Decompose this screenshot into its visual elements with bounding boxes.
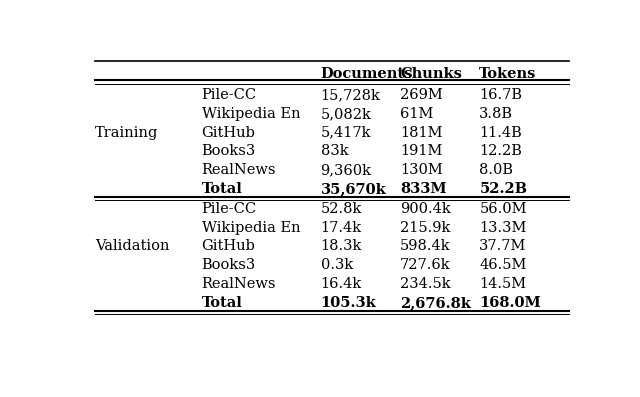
Text: 598.4k: 598.4k: [400, 239, 451, 254]
Text: GitHub: GitHub: [202, 125, 255, 140]
Text: Books3: Books3: [202, 145, 256, 158]
Text: 5,417k: 5,417k: [321, 125, 371, 140]
Text: 234.5k: 234.5k: [400, 277, 451, 291]
Text: Tokens: Tokens: [479, 67, 537, 81]
Text: Wikipedia En: Wikipedia En: [202, 107, 300, 121]
Text: 14.5M: 14.5M: [479, 277, 527, 291]
Text: Validation: Validation: [95, 239, 170, 254]
Text: Total: Total: [202, 296, 243, 310]
Text: 52.8k: 52.8k: [321, 202, 362, 216]
Text: 130M: 130M: [400, 163, 443, 177]
Text: Chunks: Chunks: [400, 67, 462, 81]
Text: 13.3M: 13.3M: [479, 221, 527, 235]
Text: 15,728k: 15,728k: [321, 88, 380, 102]
Text: 11.4B: 11.4B: [479, 125, 522, 140]
Text: 168.0M: 168.0M: [479, 296, 541, 310]
Text: 181M: 181M: [400, 125, 442, 140]
Text: RealNews: RealNews: [202, 163, 276, 177]
Text: 269M: 269M: [400, 88, 443, 102]
Text: 3.8B: 3.8B: [479, 107, 513, 121]
Text: 16.4k: 16.4k: [321, 277, 362, 291]
Text: 833M: 833M: [400, 182, 447, 196]
Text: GitHub: GitHub: [202, 239, 255, 254]
Text: 37.7M: 37.7M: [479, 239, 527, 254]
Text: 5,082k: 5,082k: [321, 107, 371, 121]
Text: 727.6k: 727.6k: [400, 258, 451, 272]
Text: 35,670k: 35,670k: [321, 182, 387, 196]
Text: 105.3k: 105.3k: [321, 296, 376, 310]
Text: 12.2B: 12.2B: [479, 145, 522, 158]
Text: Training: Training: [95, 125, 158, 140]
Text: 191M: 191M: [400, 145, 442, 158]
Text: 83k: 83k: [321, 145, 348, 158]
Text: Pile-CC: Pile-CC: [202, 88, 257, 102]
Text: Documents: Documents: [321, 67, 413, 81]
Text: Books3: Books3: [202, 258, 256, 272]
Text: 18.3k: 18.3k: [321, 239, 362, 254]
Text: 52.2B: 52.2B: [479, 182, 527, 196]
Text: 0.3k: 0.3k: [321, 258, 353, 272]
Text: 2,676.8k: 2,676.8k: [400, 296, 471, 310]
Text: Pile-CC: Pile-CC: [202, 202, 257, 216]
Text: 8.0B: 8.0B: [479, 163, 513, 177]
Text: 215.9k: 215.9k: [400, 221, 451, 235]
Text: 46.5M: 46.5M: [479, 258, 527, 272]
Text: Wikipedia En: Wikipedia En: [202, 221, 300, 235]
Text: 17.4k: 17.4k: [321, 221, 362, 235]
Text: 56.0M: 56.0M: [479, 202, 527, 216]
Text: 16.7B: 16.7B: [479, 88, 522, 102]
Text: 900.4k: 900.4k: [400, 202, 451, 216]
Text: 61M: 61M: [400, 107, 433, 121]
Text: RealNews: RealNews: [202, 277, 276, 291]
Text: 9,360k: 9,360k: [321, 163, 372, 177]
Text: Total: Total: [202, 182, 243, 196]
